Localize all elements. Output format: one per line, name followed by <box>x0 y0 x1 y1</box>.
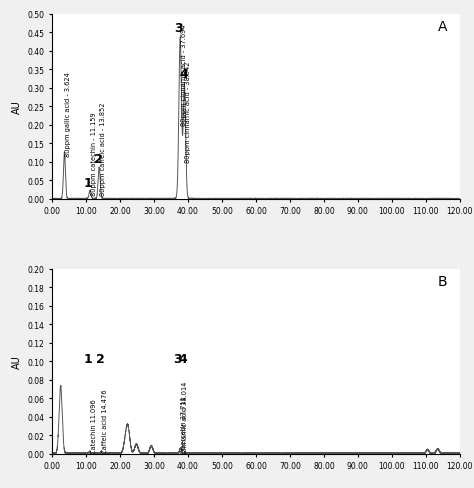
Text: 1: 1 <box>84 177 92 189</box>
Text: 4: 4 <box>179 68 188 81</box>
Text: Quercetin 37.711: Quercetin 37.711 <box>181 395 187 453</box>
Text: 80ppm gallic acid - 3.624: 80ppm gallic acid - 3.624 <box>65 72 71 157</box>
Text: B: B <box>438 275 447 289</box>
Text: Cinnamic acid 38.014: Cinnamic acid 38.014 <box>182 381 188 453</box>
Text: 80ppm caffeic acid - 13.852: 80ppm caffeic acid - 13.852 <box>100 102 106 196</box>
Y-axis label: AU: AU <box>12 100 22 114</box>
Text: 80ppm cinnamic acid - 38.942: 80ppm cinnamic acid - 38.942 <box>185 61 191 163</box>
Text: 2: 2 <box>94 153 102 166</box>
Text: 80ppm cinnamic acid - 37.694: 80ppm cinnamic acid - 37.694 <box>181 24 187 125</box>
Text: 1: 1 <box>83 352 92 365</box>
Text: 4: 4 <box>179 352 187 365</box>
Text: 80ppm catechin - 11.159: 80ppm catechin - 11.159 <box>91 112 97 196</box>
Text: 2: 2 <box>96 352 104 365</box>
Text: Caffeic acid 14.476: Caffeic acid 14.476 <box>102 388 108 453</box>
Text: Catechin 11.096: Catechin 11.096 <box>91 398 97 453</box>
Text: A: A <box>438 20 447 34</box>
Text: 3: 3 <box>173 352 182 365</box>
Text: 3: 3 <box>174 22 183 35</box>
Y-axis label: AU: AU <box>12 355 22 368</box>
